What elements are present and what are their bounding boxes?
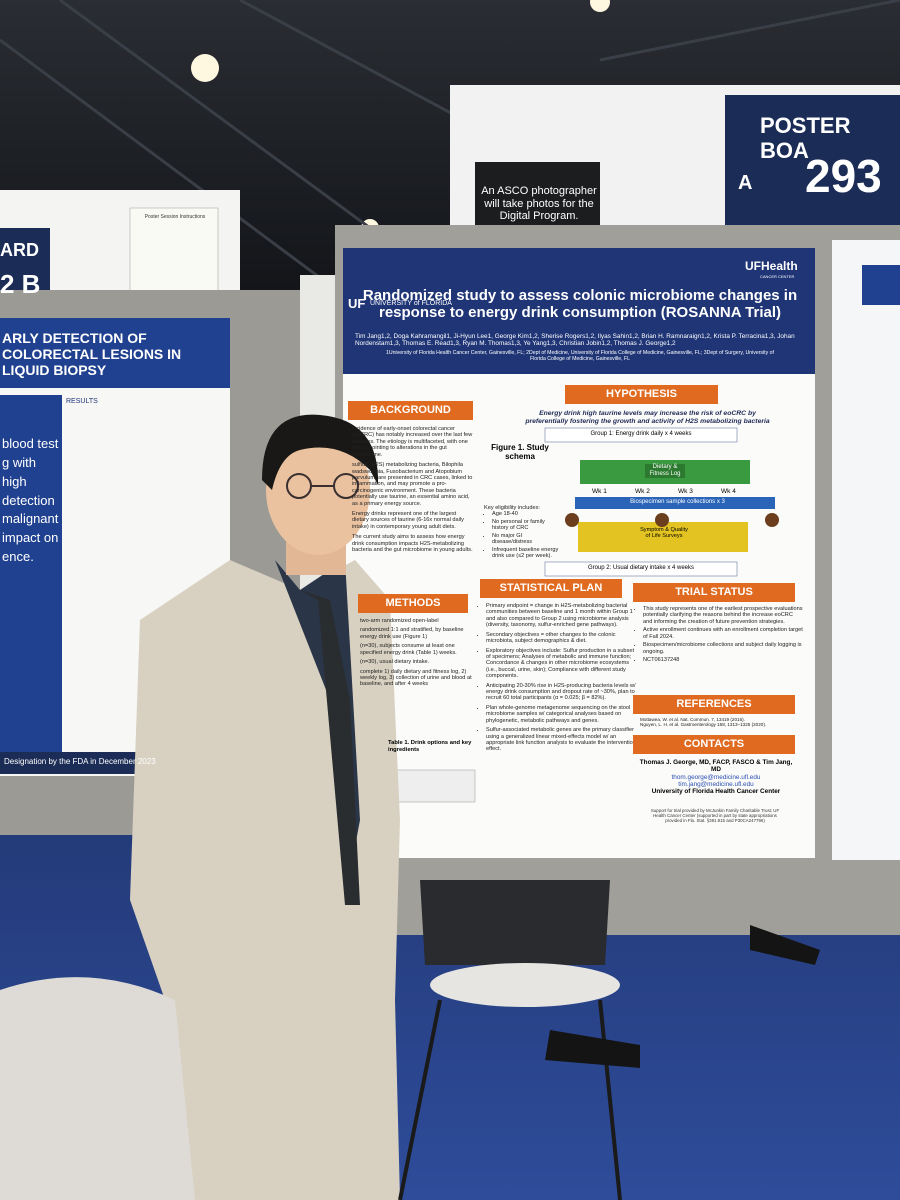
uf-health-sub: CANCER CENTER — [760, 274, 795, 279]
affiliations: 1University of Florida Health Cancer Cen… — [386, 350, 774, 362]
background-paragraph: sulfide (H2S) metabolizing bacteria, Bil… — [352, 462, 473, 507]
contact-names: Thomas J. George, MD, FACP, FASCO & Tim … — [639, 759, 793, 774]
background-text: incidence of early-onset colorectal canc… — [352, 426, 474, 558]
authors: Tim Jang1,2, Doga Kahramangil1, Ji-Hyun … — [355, 333, 795, 348]
eligibility-item: Infrequent baseline energy drink use (≤2… — [492, 547, 559, 560]
photographer-notice: An ASCO photographer will take photos fo… — [481, 185, 597, 223]
background-paragraph: incidence of early-onset colorectal canc… — [352, 426, 473, 458]
contact-email: thom.george@medicine.ufl.edu — [671, 773, 761, 781]
samples-label: Biospecimen sample collections x 3 — [630, 499, 725, 505]
poster-title: Randomized study to assess colonic micro… — [362, 287, 798, 322]
surveys-label: Symptom & Quality of Life Surveys — [640, 527, 688, 540]
background-paragraph: The current study aims to assess how ene… — [352, 534, 473, 554]
group2: Group 2: Usual dietary intake x 4 weeks — [587, 565, 695, 571]
statistical-plan-item: Plan whole-genome metagenome sequencing … — [486, 705, 636, 724]
statistical-plan-item: Secondary objectives = other changes to … — [486, 632, 636, 645]
eligibility-heading: Key eligibility includes: — [484, 505, 540, 511]
statistical-plan-item: Primary endpoint = change in H2S-metabol… — [486, 603, 636, 629]
section-heading: TRIAL STATUS — [633, 583, 795, 602]
eligibility-item: No major GI disease/distress — [492, 533, 559, 546]
references-list: Mottawea, W. et al. Nat. Commun. 7, 1341… — [640, 717, 795, 728]
support-note: Support for trial provided by McJunkin F… — [650, 808, 780, 824]
trial-status-item: NCT06137248 — [643, 657, 803, 663]
statistical-plan-item: Exploratory objectives include: Sulfur p… — [486, 648, 636, 680]
contact-emails: thom.george@medicine.ufl.edu tim.jang@med… — [636, 774, 796, 789]
uf-logo: UF — [348, 296, 366, 311]
methods-text: two-arm randomized open-label randomized … — [360, 618, 475, 691]
eligibility: Key eligibility includes: Age 18-40 No pe… — [484, 505, 559, 560]
board-number-left: 2 B — [0, 269, 41, 299]
reference-item: Mottawea, W. et al. Nat. Commun. 7, 1341… — [640, 717, 745, 722]
left-poster-footer: Designation by the FDA in December 2023 — [4, 757, 156, 766]
left-poster-results: RESULTS — [66, 398, 98, 405]
trial-status-item: This study represents one of the earlies… — [643, 606, 803, 625]
trial-status-list: This study represents one of the earlies… — [635, 606, 803, 665]
week-label: Wk 2 — [635, 488, 650, 495]
statistical-plan-item: Anticipating 20-30% rise in H2S-producin… — [486, 683, 636, 702]
log-label: Dietary & Fitness Log — [645, 464, 685, 478]
university: UNIVERSITY of FLORIDA — [370, 300, 452, 307]
person — [130, 414, 400, 1200]
eligibility-list: Age 18-40 No personal or family history o… — [484, 511, 559, 559]
eligibility-item: No personal or family history of CRC — [492, 519, 559, 532]
week-label: Wk 3 — [678, 488, 693, 495]
reference-item: Nguyen, L. H. et al. Gastroenterology 15… — [640, 722, 767, 728]
section-heading: HYPOTHESIS — [565, 385, 718, 404]
table-caption: Table 1. Drink options and key ingredien… — [388, 740, 472, 753]
section-heading: BACKGROUND — [348, 401, 473, 420]
left-poster-text: blood test g with high detection maligna… — [2, 436, 59, 565]
contact-institution: University of Florida Health Cancer Cent… — [651, 788, 781, 796]
week-label: Wk 1 — [592, 488, 607, 495]
uf-health: UFHealth — [745, 259, 798, 273]
statistical-plan-list: Primary endpoint = change in H2S-metabol… — [478, 603, 636, 756]
section-heading: CONTACTS — [633, 735, 795, 754]
trial-status-item: Active enrollment continues with an enro… — [643, 627, 803, 640]
hypothesis-text: Energy drink high taurine levels may inc… — [525, 410, 770, 425]
board-letter: A — [738, 172, 753, 194]
week-label: Wk 4 — [721, 488, 736, 495]
group1: Group 1: Energy drink daily x 4 weeks — [590, 431, 692, 437]
section-heading: REFERENCES — [633, 695, 795, 714]
trial-status-item: Biospecimen/microbiome collections and s… — [643, 642, 803, 655]
statistical-plan-item: Sulfur-associated metabolic genes are th… — [486, 727, 636, 753]
board-number: 293 — [805, 150, 882, 202]
background-paragraph: Energy drinks represent one of the large… — [352, 511, 464, 530]
methods-paragraph: (n=30), usual dietary intake. — [360, 659, 430, 666]
session-instructions: Poster Session Instructions — [144, 214, 206, 220]
methods-paragraph: complete 1) daily dietary and fitness lo… — [360, 668, 472, 688]
section-heading: STATISTICAL PLAN — [480, 579, 622, 598]
methods-paragraph: randomized 1:1 and stratified, by baseli… — [360, 627, 464, 640]
figure-caption: Figure 1. Study schema — [491, 443, 549, 462]
left-poster-title: ARLY DETECTION OF COLORECTAL LESIONS IN … — [2, 330, 182, 379]
contact-email: tim.jang@medicine.ufl.edu — [678, 781, 754, 789]
eligibility-item: Age 18-40 — [492, 511, 559, 517]
section-heading: METHODS — [358, 594, 468, 613]
methods-paragraph: two-arm randomized open-label — [360, 618, 439, 624]
contacts: Thomas J. George, MD, FACP, FASCO & Tim … — [636, 759, 796, 796]
board-label-left: ARD — [0, 240, 39, 260]
board-label: POSTER BOA — [760, 113, 851, 164]
methods-paragraph: (n=30), subjects consume at least one sp… — [360, 643, 457, 656]
